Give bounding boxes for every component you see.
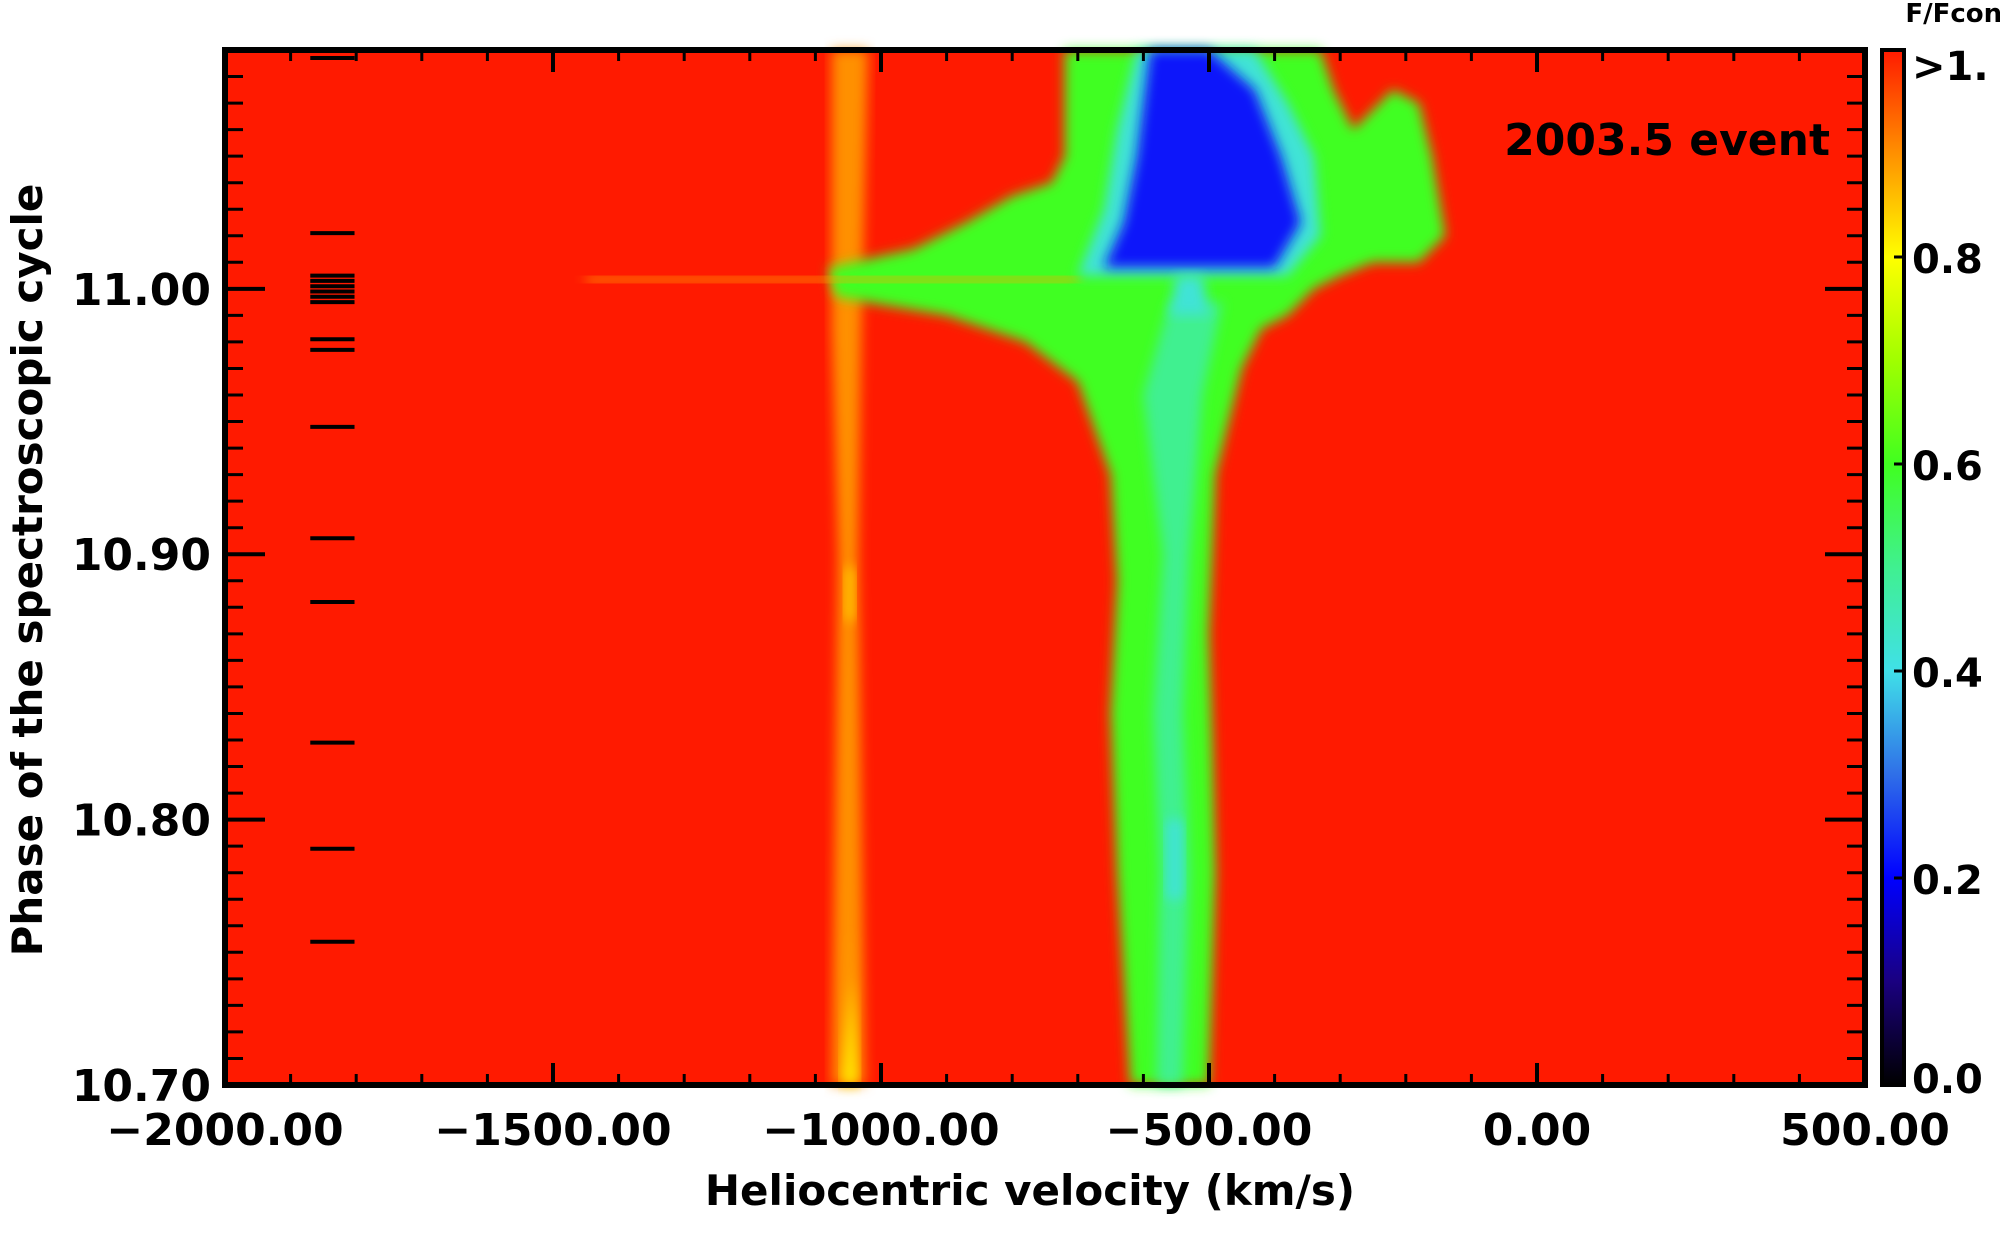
observation-markers: [310, 55, 355, 944]
colorbar-ticks: 0.0 0.2 0.4 0.6 0.8 >1.: [1894, 44, 1989, 1103]
heatmap-features: [585, 50, 1446, 1086]
colorbar-tick-label: 0.4: [1912, 651, 1983, 697]
y-tick-label: 10.70: [72, 1061, 211, 1112]
x-axis-ticks: −2000.00 −1500.00 −1000.00 −500.00 0.00 500.0…: [106, 50, 1950, 1156]
plot-frame: [222, 47, 1868, 1088]
absorption-main-core: [1143, 302, 1223, 1086]
colorbar-tick-label: 0.6: [1912, 444, 1983, 490]
x-tick-label: −2000.00: [106, 1105, 343, 1156]
y-axis-ticks: 10.70 10.80 10.90 11.00: [72, 48, 1865, 1112]
colorbar-title: F/Fcont: [1905, 0, 2000, 29]
x-tick-label: −1000.00: [762, 1105, 999, 1156]
colorbar: [1882, 50, 1904, 1085]
colorbar-tick-label: 0.8: [1912, 237, 1983, 283]
y-tick-label: 10.80: [72, 796, 211, 847]
y-axis-label: Phase of the spectroscopic cycle: [3, 184, 52, 957]
absorption-main-trough: [828, 50, 1446, 1085]
colorbar-frame: [1880, 48, 1906, 1087]
y-tick-label: 10.90: [72, 530, 211, 581]
colorbar-tick-label: >1.: [1912, 44, 1989, 90]
x-axis-label: Heliocentric velocity (km/s): [705, 1166, 1355, 1215]
y-tick-label: 11.00: [72, 265, 211, 316]
event-annotation: 2003.5 event: [1504, 115, 1830, 166]
absorption-weak-core: [841, 925, 858, 1085]
x-tick-label: 500.00: [1780, 1105, 1950, 1156]
absorption-core-knot: [1166, 819, 1183, 900]
absorption-deep-core: [1104, 50, 1301, 268]
absorption-weak-knot: [844, 567, 855, 621]
colorbar-tick-label: 0.0: [1912, 1057, 1983, 1103]
x-tick-label: 0.00: [1483, 1105, 1592, 1156]
phase-transition-streak: [585, 276, 1078, 283]
absorption-deep-tail: [1169, 275, 1209, 316]
x-tick-label: −1500.00: [434, 1105, 671, 1156]
colorbar-tick-label: 0.2: [1912, 858, 1983, 904]
x-tick-label: −500.00: [1106, 1105, 1313, 1156]
